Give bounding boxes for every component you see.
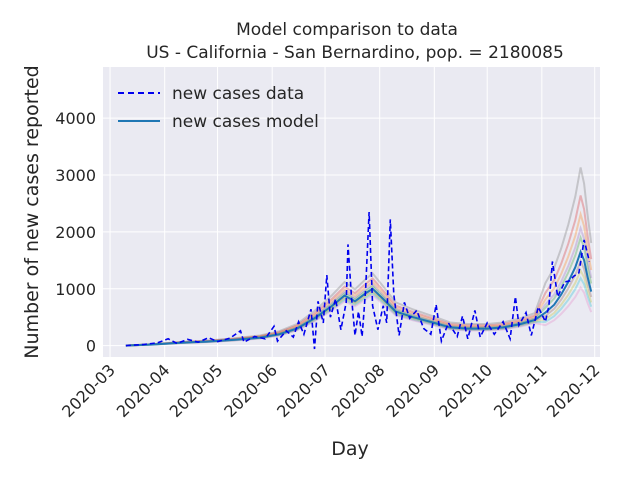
series-layer (125, 211, 593, 350)
y-tick-label: 3000 (55, 166, 96, 185)
legend-label-data: new cases data (172, 84, 304, 104)
chart-subtitle: US - California - San Bernardino, pop. =… (146, 43, 564, 63)
y-tick-label: 4000 (55, 109, 96, 128)
x-axis-label: Day (331, 438, 369, 460)
legend-label-model: new cases model (172, 112, 319, 132)
model-ensemble-line (125, 167, 593, 347)
y-tick-label: 2000 (55, 223, 96, 242)
chart-title: Model comparison to data (236, 20, 458, 40)
series-line-data (125, 211, 591, 350)
y-axis-label: Number of new cases reported (21, 65, 43, 358)
y-tick-label: 0 (86, 337, 96, 356)
grid (103, 67, 600, 357)
legend: new cases data new cases model (118, 84, 319, 132)
model-ensemble-line (125, 285, 593, 347)
model-ensemble-line (125, 195, 593, 347)
y-tick-labels: 0 1000 2000 3000 4000 (55, 109, 96, 355)
series-line-model (125, 248, 593, 347)
y-tick-label: 1000 (55, 280, 96, 299)
